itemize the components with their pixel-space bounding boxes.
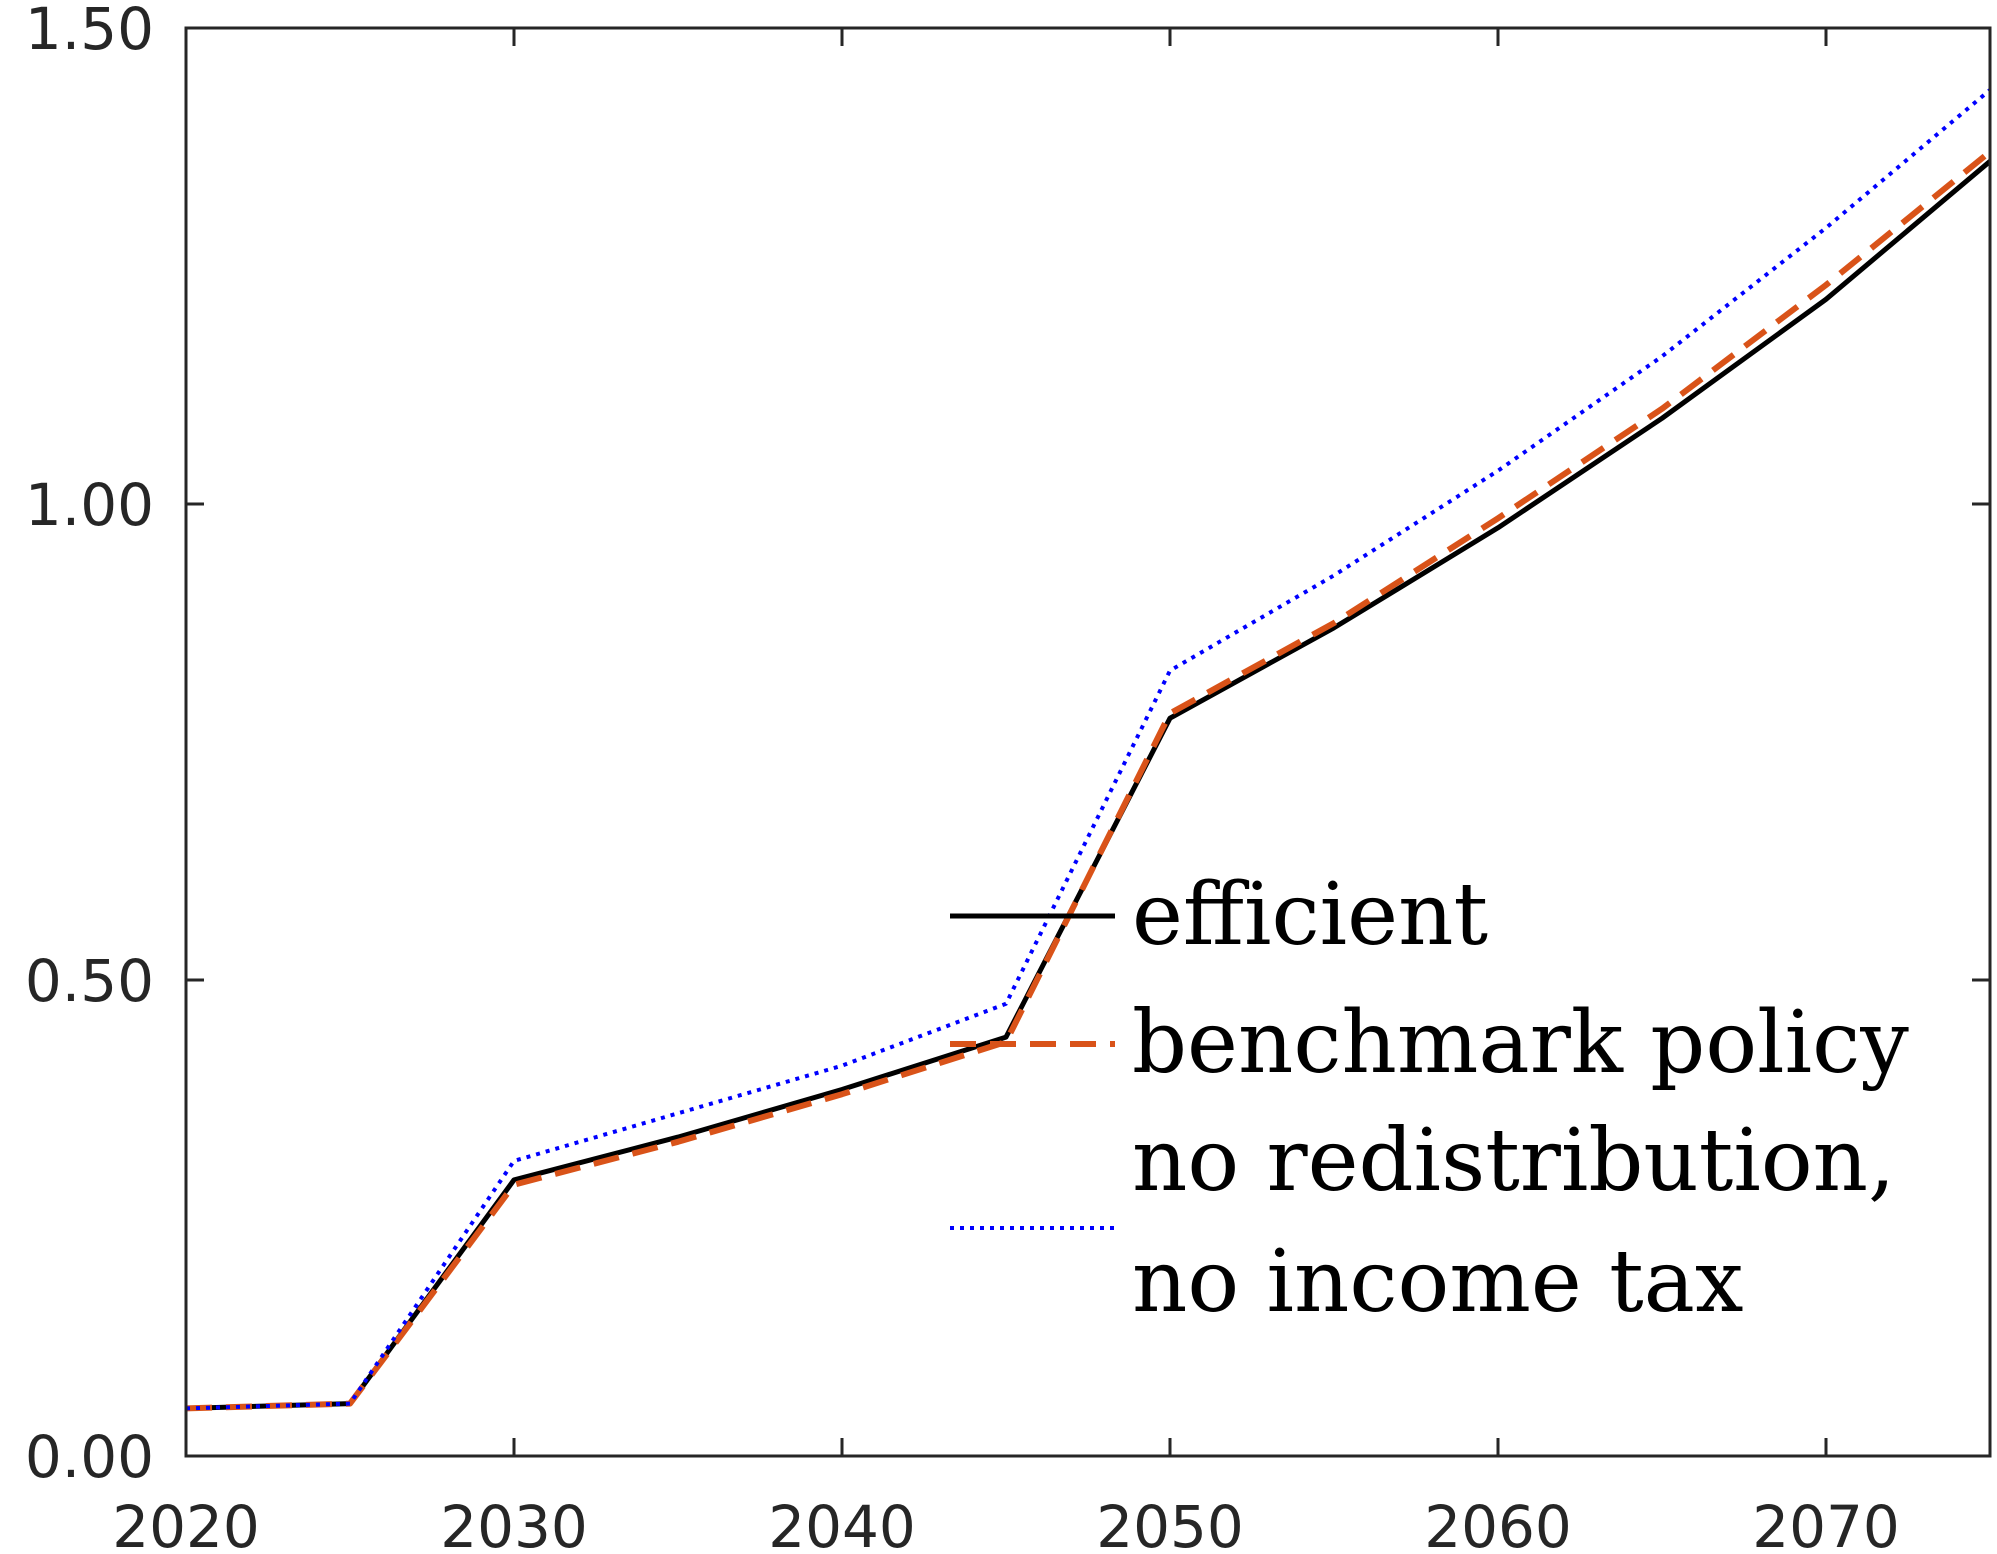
plot-frame: [184, 26, 1992, 1458]
legend-label-0-0: efficient: [1132, 865, 1488, 965]
axis-ticks: [184, 26, 1990, 1458]
x-tick-label-3: 2050: [1096, 1493, 1244, 1554]
y-tick-label-0: 0.00: [25, 1423, 154, 1491]
x-tick-label-0: 2020: [112, 1493, 260, 1554]
x-tick-label-2: 2040: [768, 1493, 916, 1554]
series-line-1: [185, 149, 1992, 1412]
y-tick-label-2: 1.00: [25, 471, 154, 539]
legend-label-2-0: no redistribution,: [1132, 1111, 1895, 1211]
series-line-0: [185, 159, 1992, 1411]
x-tick-label-1: 2030: [440, 1493, 588, 1554]
y-tick-label-1: 0.50: [25, 947, 154, 1015]
x-tick-label-5: 2070: [1752, 1493, 1900, 1554]
legend: efficient benchmark policy no redistributi…: [950, 865, 1909, 1332]
legend-label-1-0: benchmark policy: [1132, 993, 1909, 1093]
y-tick-labels: 0.00 0.50 1.00 1.50: [25, 0, 154, 1491]
y-tick-label-3: 1.50: [25, 0, 154, 63]
series-layer: [185, 88, 1992, 1412]
x-tick-labels: 2020 2030 2040 2050 2060 2070: [112, 1493, 1900, 1554]
x-tick-label-4: 2060: [1424, 1493, 1572, 1554]
legend-label-2-1: no income tax: [1132, 1232, 1743, 1332]
